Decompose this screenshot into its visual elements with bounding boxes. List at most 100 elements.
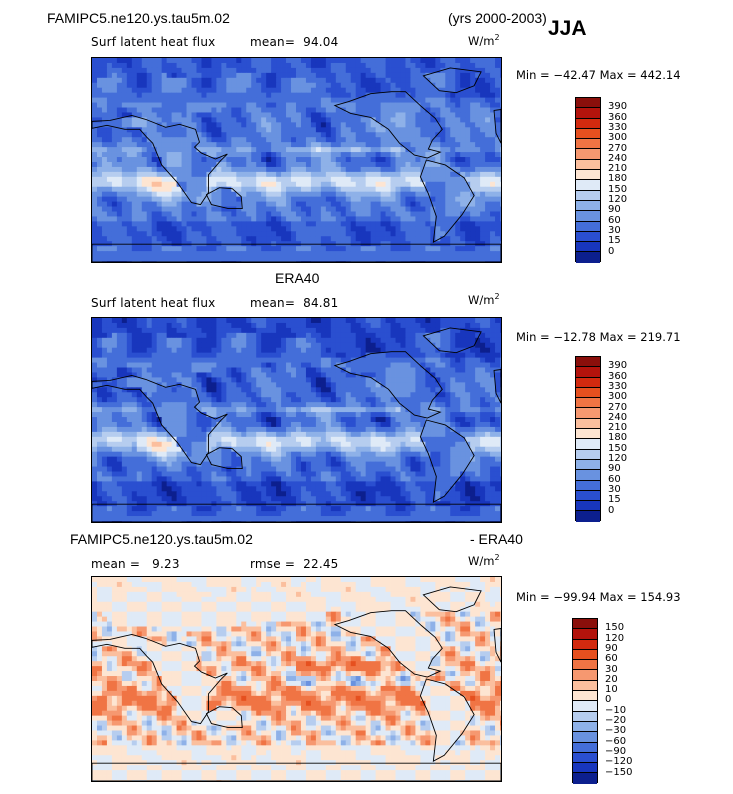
coastline [419,159,475,243]
colorbar-tick-label: 270 [608,401,628,413]
colorbar-swatch [576,418,600,430]
coastline [205,187,243,209]
colorbar-tick-label: −10 [605,704,627,716]
colorbar-tick-label: 150 [605,622,625,634]
colorbar-swatch [573,660,597,671]
coastline [92,762,501,781]
colorbar-tick-label: −120 [605,756,633,768]
colorbar-swatch [573,629,597,640]
panel-model-minmax: Min = −42.47 Max = 442.14 [516,68,681,82]
colorbar-swatch [576,387,600,399]
mean-value: 84.81 [303,296,339,310]
colorbar-swatch [576,470,600,481]
panel-obs-mean-label: mean= 84.81 [250,296,338,310]
years-header: (yrs 2000-2003) [448,10,547,26]
coastline [205,706,243,728]
colorbar-swatch [576,200,600,212]
colorbar-tick-label: 90 [605,642,618,654]
colorbar-swatch [573,619,597,630]
colorbar-swatch [576,429,600,440]
units-text: W/m [468,33,495,48]
colorbar-tick-label: 150 [608,183,628,195]
colorbar-tick-label: 210 [608,422,628,434]
colorbar-swatch [576,490,600,502]
colorbar-swatch [576,252,600,263]
colorbar-swatch [576,221,600,232]
colorbar-swatch [576,511,600,522]
colorbar-swatch [576,190,600,201]
colorbar-swatch [573,711,597,722]
panel-diff-title-left: FAMIPC5.ne120.ys.tau5m.02 [70,531,253,547]
panel-diff-units: W/m2 [468,553,500,568]
rmse-label-text: rmse = [250,557,296,571]
colorbar-swatch [573,691,597,702]
coastline [333,351,443,419]
colorbar-tick-label: 60 [605,653,618,665]
coastline [92,114,228,206]
panel-model-field-label: Surf latent heat flux [91,35,216,49]
colorbar-tick-label: −60 [605,735,627,747]
colorbar-swatches [572,618,598,784]
colorbar-swatch [576,211,600,222]
coastline [92,633,228,725]
model-name-header: FAMIPC5.ne120.ys.tau5m.02 [47,10,230,26]
mean-value: 9.23 [152,557,180,571]
coastline [422,586,482,613]
colorbar-swatch [576,367,600,378]
colorbar-swatch [576,128,600,140]
colorbar-swatch [573,680,597,692]
colorbar-swatch [576,242,600,253]
colorbar-swatch [573,742,597,753]
season-label: JJA [548,17,587,40]
colorbar-tick-label: −90 [605,745,627,757]
colorbar-swatch [573,763,597,774]
colorbar-tick-label: 360 [608,370,628,382]
colorbar-swatches [575,97,601,263]
colorbar-tick-label: 15 [608,235,621,247]
panel-model-mean-label: mean= 94.04 [250,35,338,49]
coastline [92,374,228,466]
mean-value: 94.04 [303,35,339,49]
colorbar-swatch [573,752,597,764]
units-exponent: 2 [494,33,500,42]
colorbar-tick-label: 300 [608,391,628,403]
colorbar-swatch [576,139,600,150]
colorbar-tick-label: −150 [605,766,633,778]
colorbar-tick-label: 0 [608,504,615,516]
colorbar-tick-label: 270 [608,142,628,154]
colorbar-tick-label: 30 [605,663,618,675]
colorbar-tick-label: 90 [608,463,621,475]
colorbar-tick-label: 60 [608,214,621,226]
units-exponent: 2 [494,553,500,562]
colorbar-swatch [576,398,600,409]
colorbar-tick-label: 150 [608,442,628,454]
colorbar-tick-label: 60 [608,473,621,485]
panel-diff-minmax: Min = −99.94 Max = 154.93 [516,590,681,604]
coastline [333,610,443,678]
mean-label-text: mean = [91,557,141,571]
colorbar-swatch [576,98,600,109]
colorbar-tick-label: −30 [605,725,627,737]
colorbar-tick-label: 90 [608,204,621,216]
units-text: W/m [468,292,495,307]
map-svg [92,318,501,522]
coastline [422,327,482,354]
colorbar-swatch [576,377,600,388]
panel-obs-minmax: Min = −12.78 Max = 219.71 [516,330,681,344]
colorbar-tick-label: 180 [608,173,628,185]
colorbar-swatch [573,732,597,743]
panel-obs-field-label: Surf latent heat flux [91,296,216,310]
colorbar-swatch [576,159,600,171]
colorbar-tick-label: 30 [608,224,621,236]
colorbar-tick-label: 0 [608,245,615,257]
colorbar-tick-label: 180 [608,432,628,444]
coastline [333,91,443,159]
colorbar-swatch [576,180,600,191]
colorbar-swatch [576,408,600,419]
rmse-value: 22.45 [303,557,339,571]
colorbar-swatch [576,449,600,460]
colorbar-swatch [573,773,597,784]
panel-diff-map [91,576,502,782]
colorbar-tick-label: 20 [605,673,618,685]
map-svg [92,577,501,781]
